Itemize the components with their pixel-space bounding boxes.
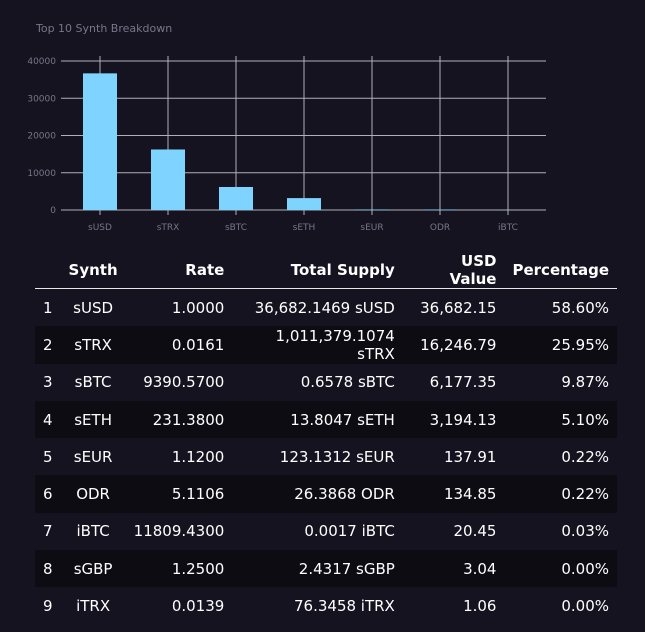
table-cell: 13.8047 sETH bbox=[290, 410, 395, 429]
table-cell: 36,682.1469 sUSD bbox=[254, 298, 395, 317]
table-cell: 1,011,379.1074 sTRX bbox=[275, 326, 395, 363]
x-tick-label: ODR bbox=[430, 223, 450, 233]
table-row: 7 iBTC 11809.4300 0.0017 iBTC 20.45 0.03% bbox=[35, 513, 617, 550]
table-cell: 3.04 bbox=[463, 559, 497, 578]
table-cell: 36,682.15 bbox=[420, 298, 497, 317]
y-tick-label: 0 bbox=[50, 206, 56, 216]
table-cell: 9390.5700 bbox=[143, 373, 225, 392]
table-cell: 1.0000 bbox=[171, 298, 225, 317]
x-tick-label: sUSD bbox=[88, 223, 112, 233]
table-row: 9 iTRX 0.0139 76.3458 iTRX 1.06 0.00% bbox=[35, 587, 617, 624]
table-cell: 1.2500 bbox=[171, 559, 225, 578]
table-cell: iBTC bbox=[76, 522, 110, 541]
table-cell: sBTC bbox=[74, 373, 112, 392]
table-cell: 123.1312 sEUR bbox=[279, 447, 395, 466]
table-cell: 0.6578 sBTC bbox=[300, 373, 395, 392]
table-cell: 0.0017 iBTC bbox=[304, 522, 395, 541]
table-cell: 6 bbox=[43, 485, 53, 504]
table-cell: 9 bbox=[43, 597, 53, 616]
table-row: 3 sBTC 9390.5700 0.6578 sBTC 6,177.35 9.87% bbox=[35, 364, 617, 401]
table-cell: 137.91 bbox=[443, 447, 497, 466]
table-cell: 3,194.13 bbox=[429, 410, 497, 429]
table-cell: 0.03% bbox=[561, 522, 609, 541]
column-header[interactable]: Percentage bbox=[504, 252, 617, 289]
table-cell: sTRX bbox=[74, 335, 112, 354]
bar-chart: 0 10000 20000 30000 40000 sUSD sTRX sBTC sETH sEU… bbox=[27, 56, 546, 233]
bar-sUSD bbox=[83, 73, 117, 210]
table-row: 1 sUSD 1.0000 36,682.1469 sUSD 36,682.15 58.6… bbox=[35, 289, 617, 327]
table-cell: 26.3868 ODR bbox=[294, 485, 395, 504]
x-tick-label: iBTC bbox=[498, 223, 518, 233]
chart-title: Top 10 Synth Breakdown bbox=[36, 22, 173, 35]
x-tick-label: sTRX bbox=[157, 223, 180, 233]
table-cell: 25.95% bbox=[551, 335, 609, 354]
y-tick-label: 20000 bbox=[27, 132, 56, 142]
table-cell: 1 bbox=[43, 298, 53, 317]
table-cell: 0.0139 bbox=[171, 597, 225, 616]
y-tick-label: 10000 bbox=[27, 169, 56, 179]
table-cell: 6,177.35 bbox=[429, 373, 497, 392]
table-row: 6 ODR 5.1106 26.3868 ODR 134.85 0.22% bbox=[35, 475, 617, 513]
table-cell: 3 bbox=[43, 373, 53, 392]
table-cell: 16,246.79 bbox=[420, 335, 497, 354]
bar-sTRX bbox=[151, 149, 185, 210]
bar-sEUR bbox=[355, 209, 389, 210]
table-cell: sETH bbox=[74, 410, 112, 429]
table-cell: 5.1106 bbox=[171, 485, 225, 504]
table-cell: ODR bbox=[76, 485, 110, 504]
column-header[interactable]: Total Supply bbox=[232, 252, 403, 289]
table-cell: 11809.4300 bbox=[133, 522, 225, 541]
column-header[interactable]: Synth bbox=[60, 252, 126, 289]
synth-table: Synth Rate Total Supply USD Value Percentage… bbox=[35, 252, 617, 625]
table-cell: 8 bbox=[43, 559, 53, 578]
table-cell: 0.00% bbox=[561, 597, 609, 616]
table-cell: 58.60% bbox=[551, 298, 609, 317]
table-row: 4 sETH 231.3800 13.8047 sETH 3,194.13 5.10% bbox=[35, 400, 617, 439]
x-tick-label: sEUR bbox=[360, 223, 383, 233]
table-cell: 0.00% bbox=[561, 559, 609, 578]
table-cell: iTRX bbox=[76, 597, 111, 616]
column-header[interactable]: Rate bbox=[125, 252, 233, 289]
table-cell: 1.06 bbox=[463, 597, 497, 616]
y-tick-label: 40000 bbox=[27, 57, 56, 67]
table-row: 2 sTRX 0.0161 1,011,379.1074 sTRX 16,246.79 2… bbox=[35, 326, 617, 364]
table-cell: 134.85 bbox=[443, 485, 497, 504]
table-row: 5 sEUR 1.1200 123.1312 sEUR 137.91 0.22% bbox=[35, 438, 617, 475]
table-cell: sEUR bbox=[73, 447, 113, 466]
table-cell: 7 bbox=[43, 522, 53, 541]
table-cell: 231.3800 bbox=[152, 410, 225, 429]
bar-sETH bbox=[287, 198, 321, 210]
y-tick-label: 30000 bbox=[27, 94, 56, 104]
table-cell: 0.22% bbox=[561, 485, 609, 504]
bar-ODR bbox=[423, 209, 457, 210]
table-cell: sGBP bbox=[73, 559, 113, 578]
x-tick-label: sETH bbox=[293, 223, 316, 233]
x-tick-label: sBTC bbox=[225, 223, 247, 233]
table-cell: 0.0161 bbox=[171, 335, 225, 354]
table-cell: 5.10% bbox=[561, 410, 609, 429]
table-cell: 4 bbox=[43, 410, 53, 429]
column-header[interactable] bbox=[35, 252, 61, 289]
bar-sBTC bbox=[219, 186, 253, 210]
table-header: Synth Rate Total Supply USD Value Percentage bbox=[35, 252, 617, 289]
table-cell: 20.45 bbox=[453, 522, 497, 541]
table-cell: 2 bbox=[43, 335, 53, 354]
table-cell: 9.87% bbox=[561, 373, 609, 392]
table-cell: 1.1200 bbox=[171, 447, 225, 466]
table-cell: 0.22% bbox=[561, 447, 609, 466]
column-header[interactable]: USD Value bbox=[402, 252, 505, 289]
table-cell: sUSD bbox=[73, 298, 114, 317]
table-cell: 2.4317 sGBP bbox=[298, 559, 395, 578]
table-cell: 5 bbox=[43, 447, 53, 466]
table-row: 8 sGBP 1.2500 2.4317 sGBP 3.04 0.00% bbox=[35, 550, 617, 588]
table-cell: 76.3458 iTRX bbox=[294, 597, 395, 616]
